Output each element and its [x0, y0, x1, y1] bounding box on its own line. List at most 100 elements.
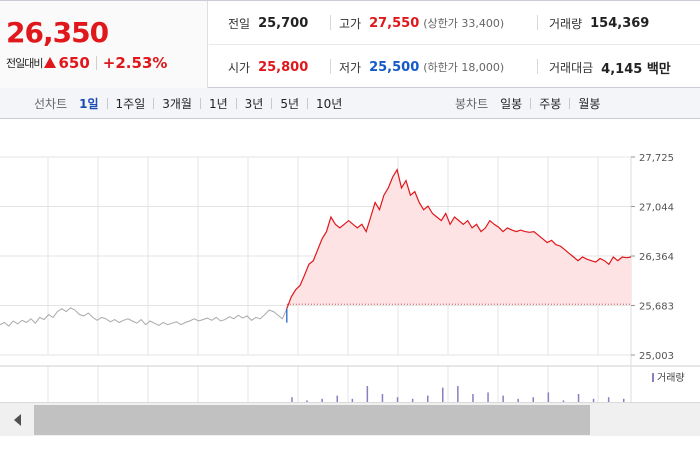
volume-bar: [457, 386, 459, 402]
volume-bar: [487, 392, 489, 402]
stat-label: 저가: [339, 60, 362, 75]
period-weekly[interactable]: 주봉: [539, 97, 562, 111]
current-price-box: 26,350 전일대비 650 +2.53%: [0, 1, 208, 88]
stat-label: 고가: [339, 16, 362, 31]
volume-bar: [306, 400, 308, 402]
period-10y[interactable]: 10년: [316, 97, 343, 111]
divider: [330, 59, 331, 74]
volume-legend-label: 거래량: [657, 372, 685, 384]
current-price: 26,350: [6, 16, 109, 49]
chart-fill: [286, 169, 631, 309]
stat-label: 전일: [228, 16, 251, 31]
volume-bar: [577, 394, 580, 402]
volume-bar: [351, 398, 354, 402]
volume-bar: [607, 397, 610, 402]
volume-bar: [411, 398, 414, 402]
chevron-left-icon: [13, 414, 21, 426]
upper-limit: (상한가 33,400): [423, 17, 505, 30]
stat-label: 거래량: [549, 16, 583, 31]
divider: [95, 56, 97, 70]
line-chart-title: 선차트: [34, 97, 68, 111]
divider: [271, 98, 273, 109]
line-chart-periods: 선차트 1일 1주일 3개월 1년 3년 5년 10년: [34, 88, 342, 119]
divider: [537, 15, 538, 30]
price-line: [286, 168, 632, 309]
period-3m[interactable]: 3개월: [162, 97, 192, 111]
divider: [530, 98, 532, 109]
volume-bar: [366, 386, 369, 402]
divider: [106, 98, 108, 109]
change-label: 전일대비: [6, 57, 43, 70]
period-daily[interactable]: 일봉: [500, 97, 523, 111]
lower-limit: (하한가 18,000): [423, 61, 505, 74]
stat-value: 4,145 백만: [601, 61, 671, 77]
period-3y[interactable]: 3년: [244, 97, 264, 111]
stat-trade-value: 거래대금 4,145 백만: [549, 45, 671, 89]
candle-chart-periods: 봉차트 일봉 주봉 월봉: [455, 88, 600, 119]
scrollbar-thumb[interactable]: [34, 405, 590, 435]
divider: [569, 98, 571, 109]
chart-scrollbar[interactable]: [0, 402, 700, 436]
volume-chart: 거래량: [291, 372, 685, 402]
stat-prev-close: 전일 25,700: [228, 1, 308, 45]
price-chart-svg: 27,725 27,044 26,364 25,683 25,003 거래량: [0, 153, 700, 402]
divider: [235, 98, 237, 109]
volume-bar: [291, 397, 293, 402]
divider: [199, 98, 201, 109]
chart-grid: [0, 156, 700, 402]
stat-volume: 거래량 154,369: [549, 1, 649, 45]
stat-high: 고가 27,550 (상한가 33,400): [339, 1, 504, 45]
divider: [330, 15, 331, 30]
stat-value: 154,369: [590, 15, 650, 31]
volume-bar: [442, 387, 444, 402]
candle-chart-title: 봉차트: [455, 97, 489, 111]
stat-open: 시가 25,800: [228, 45, 308, 89]
y-tick-label: 25,683: [639, 302, 674, 313]
y-tick-label: 27,725: [639, 153, 674, 164]
divider: [537, 59, 538, 74]
stat-label: 시가: [228, 60, 251, 75]
volume-bar: [517, 398, 519, 402]
stat-value: 25,700: [258, 15, 309, 31]
change-row: 전일대비 650 +2.53%: [6, 54, 167, 72]
volume-bar: [562, 400, 565, 402]
volume-bar: [623, 398, 625, 402]
stat-low: 저가 25,500 (하한가 18,000): [339, 45, 504, 89]
volume-bar: [472, 394, 474, 402]
volume-legend-swatch: [652, 373, 654, 382]
divider: [307, 98, 309, 109]
period-monthly[interactable]: 월봉: [578, 97, 601, 111]
y-tick-label: 25,003: [639, 351, 674, 362]
price-area-fill: [286, 169, 631, 309]
volume-bar: [502, 395, 504, 402]
up-triangle-icon: [44, 56, 57, 68]
volume-bar: [547, 392, 550, 402]
y-tick-label: 27,044: [639, 203, 674, 214]
volume-bar: [381, 394, 384, 402]
chart-lines: [0, 168, 632, 327]
stat-value: 25,800: [258, 59, 309, 75]
volume-bar: [532, 397, 534, 402]
change-percent: +2.53%: [102, 54, 168, 72]
volume-bar: [592, 398, 595, 402]
price-chart: 27,725 27,044 26,364 25,683 25,003 거래량: [0, 120, 700, 402]
volume-bar: [396, 397, 399, 402]
period-1w[interactable]: 1주일: [115, 97, 146, 111]
period-1d[interactable]: 1일: [79, 97, 99, 111]
stat-label: 거래대금: [549, 60, 594, 75]
volume-bar: [336, 395, 338, 402]
stat-value: 25,500: [369, 59, 420, 75]
period-5y[interactable]: 5년: [280, 97, 300, 111]
volume-bar: [321, 398, 323, 402]
stat-value: 27,550: [369, 15, 420, 31]
prior-session-line: [0, 307, 288, 327]
row-divider: [209, 44, 700, 45]
y-tick-label: 26,364: [639, 252, 674, 263]
y-axis-ticks: 27,725 27,044 26,364 25,683 25,003: [631, 153, 674, 362]
price-summary: 26,350 전일대비 650 +2.53% 전일 25,700 고가 27,5…: [0, 0, 700, 88]
change-value: 650: [58, 54, 90, 72]
scroll-left-button[interactable]: [0, 403, 34, 437]
stats-grid: 전일 25,700 고가 27,550 (상한가 33,400) 거래량 154…: [209, 1, 700, 88]
period-1y[interactable]: 1년: [208, 97, 228, 111]
